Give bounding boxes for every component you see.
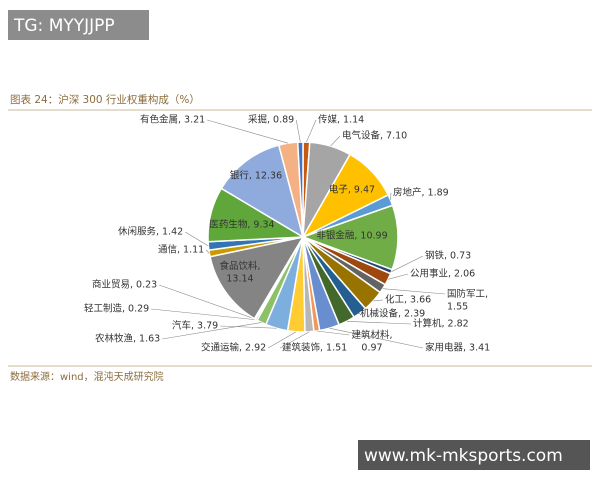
data-label: 食品饮料, 13.14	[219, 260, 260, 284]
chart-title: 图表 24：沪深 300 行业权重构成（%）	[10, 93, 200, 106]
leader-line	[391, 255, 424, 272]
leader-line	[295, 119, 301, 143]
data-label: 采掘, 0.89	[248, 114, 294, 126]
data-label: 银行, 12.36	[230, 170, 282, 182]
watermark-box	[358, 440, 590, 470]
pie-slice	[209, 235, 305, 320]
data-label: 电气设备, 7.10	[342, 130, 407, 142]
data-label: 机械设备, 2.39	[360, 308, 425, 320]
leader-line	[279, 331, 310, 349]
data-label: 农林牧渔, 1.63	[95, 333, 160, 345]
leader-line	[220, 325, 277, 329]
leader-line	[151, 308, 257, 321]
data-label: 计算机, 2.82	[413, 318, 469, 330]
data-label: 电子, 9.47	[329, 184, 375, 196]
data-label: 房地产, 1.89	[393, 187, 449, 199]
leader-line	[306, 119, 317, 143]
data-label: 化工, 3.66	[385, 294, 431, 306]
leader-line	[185, 231, 209, 247]
leader-line	[329, 327, 424, 349]
data-label: 休闲服务, 1.42	[118, 226, 183, 238]
data-label: 非银金融, 10.99	[316, 230, 387, 242]
leader-line	[316, 330, 350, 336]
data-label: 家用电器, 3.41	[425, 342, 490, 354]
data-label: 医药生物, 9.34	[209, 219, 274, 231]
watermark-box	[8, 10, 149, 40]
source: 数据来源：wind，混沌天成研究院	[10, 370, 164, 383]
data-label: 汽车, 3.79	[172, 320, 218, 332]
leader-line	[382, 288, 446, 295]
leader-line	[387, 273, 409, 280]
watermark-bottom: www.mk-mksports.com	[364, 446, 563, 466]
leader-line	[162, 322, 262, 340]
data-label: 钢铁, 0.73	[425, 250, 471, 262]
watermark-top: TG: MYYJJPP	[13, 16, 115, 36]
leader-line	[330, 135, 341, 147]
leader-line	[346, 321, 412, 325]
pie-slice	[300, 204, 399, 271]
data-label: 商业贸易, 0.23	[92, 279, 157, 291]
leader-line	[159, 284, 256, 320]
data-label: 建筑材料, 0.97	[351, 329, 392, 353]
data-label: 轻工制造, 0.29	[84, 303, 149, 315]
data-label: 建筑装饰, 1.51	[282, 342, 347, 354]
data-label: 传媒, 1.14	[318, 114, 364, 126]
leader-line	[373, 299, 384, 302]
leader-line	[357, 312, 361, 315]
data-label: 通信, 1.11	[158, 244, 204, 256]
data-label: 国防军工, 1.55	[447, 288, 488, 312]
leader-line	[207, 119, 289, 144]
pie-slice	[220, 144, 305, 239]
data-label: 有色金属, 3.21	[140, 114, 205, 126]
leader-line	[268, 331, 297, 349]
leader-line	[205, 249, 210, 254]
pie-chart: 传媒, 1.14 电气设备, 7.10 电子, 9.47 房地产, 1.89 非银金融,…	[84, 114, 490, 354]
data-label: 公用事业, 2.06	[410, 268, 475, 280]
data-label: 交通运输, 2.92	[201, 342, 266, 354]
